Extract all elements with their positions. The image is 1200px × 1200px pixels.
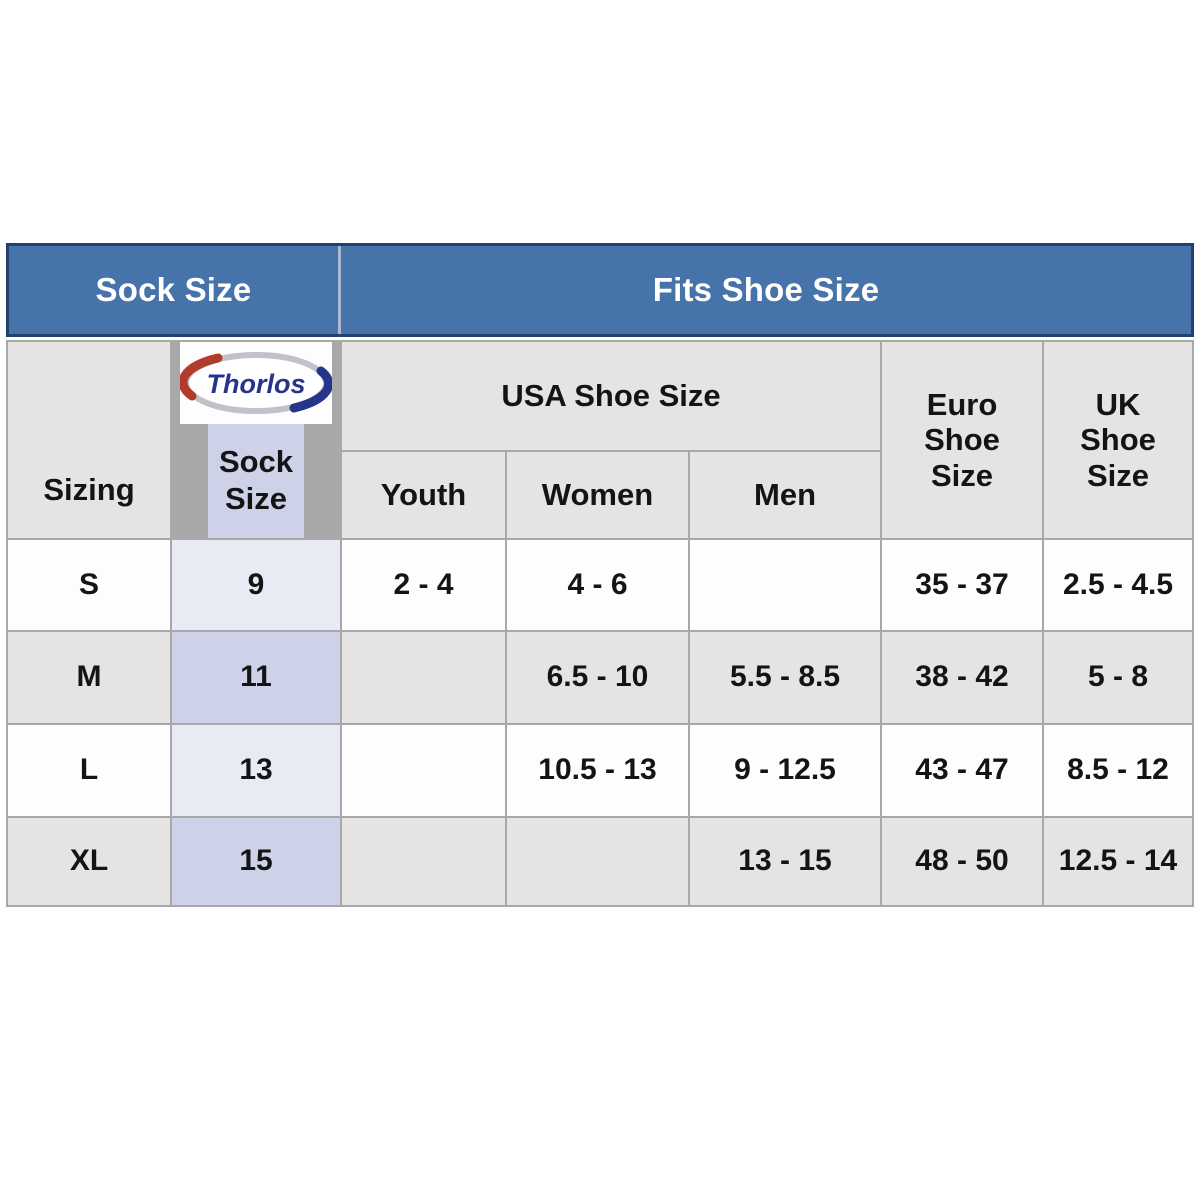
cell-l-euro: 43 - 47 — [882, 725, 1042, 816]
cell-m-uk: 5 - 8 — [1044, 632, 1192, 723]
size-table: Sizing Thorlos Sock Size USA Shoe Size Y… — [6, 340, 1194, 907]
cell-l-size: L — [8, 725, 170, 816]
cell-s-youth: 2 - 4 — [342, 540, 505, 630]
cell-m-men: 5.5 - 8.5 — [690, 632, 880, 723]
cell-l-uk: 8.5 - 12 — [1044, 725, 1192, 816]
cell-m-youth — [342, 632, 505, 723]
thorlos-logo: Thorlos — [180, 342, 332, 424]
sock-size-title: Sock Size — [95, 271, 252, 308]
table-title-row: Sock Size Fits Shoe Size — [6, 243, 1194, 337]
men-column-header: Men — [690, 452, 880, 538]
cell-s-euro: 35 - 37 — [882, 540, 1042, 630]
youth-column-header: Youth — [342, 452, 505, 538]
fits-shoe-size-title: Fits Shoe Size — [652, 271, 880, 308]
women-label: Women — [541, 477, 654, 513]
cell-m-euro: 38 - 42 — [882, 632, 1042, 723]
cell-l-men: 9 - 12.5 — [690, 725, 880, 816]
logo-text: Thorlos — [207, 369, 306, 399]
cell-xl-women — [507, 818, 688, 905]
cell-m-women: 6.5 - 10 — [507, 632, 688, 723]
euro-shoe-size-label: Euro Shoe Size — [924, 386, 1000, 493]
logo-swoosh-blue-icon — [289, 366, 332, 413]
sock-size-column-header: Thorlos Sock Size — [172, 342, 340, 538]
uk-shoe-size-header: UK Shoe Size — [1044, 342, 1192, 538]
men-label: Men — [754, 477, 816, 513]
cell-s-women: 4 - 6 — [507, 540, 688, 630]
cell-m-sock-size: 11 — [172, 632, 340, 723]
thorlos-logo-graphic: Thorlos — [180, 352, 332, 414]
usa-shoe-size-header: USA Shoe Size — [342, 342, 880, 450]
cell-xl-euro: 48 - 50 — [882, 818, 1042, 905]
sock-size-label-text: Sock Size — [218, 444, 294, 516]
women-column-header: Women — [507, 452, 688, 538]
cell-xl-sock-size: 15 — [172, 818, 340, 905]
cell-l-women: 10.5 - 13 — [507, 725, 688, 816]
sock-size-column-label: Sock Size — [208, 424, 304, 538]
uk-shoe-size-label: UK Shoe Size — [1080, 386, 1156, 493]
cell-xl-size: XL — [8, 818, 170, 905]
cell-xl-youth — [342, 818, 505, 905]
title-divider — [338, 246, 341, 334]
sizing-label: Sizing — [43, 472, 135, 508]
cell-l-youth — [342, 725, 505, 816]
sizing-column-header: Sizing — [8, 342, 170, 538]
cell-s-men — [690, 540, 880, 630]
cell-s-size: S — [8, 540, 170, 630]
logo-swoosh-red-icon — [180, 353, 223, 401]
cell-m-size: M — [8, 632, 170, 723]
euro-shoe-size-header: Euro Shoe Size — [882, 342, 1042, 538]
usa-shoe-size-label: USA Shoe Size — [501, 378, 721, 414]
youth-label: Youth — [380, 477, 467, 513]
cell-s-sock-size: 9 — [172, 540, 340, 630]
cell-s-uk: 2.5 - 4.5 — [1044, 540, 1192, 630]
cell-xl-men: 13 - 15 — [690, 818, 880, 905]
cell-xl-uk: 12.5 - 14 — [1044, 818, 1192, 905]
cell-l-sock-size: 13 — [172, 725, 340, 816]
